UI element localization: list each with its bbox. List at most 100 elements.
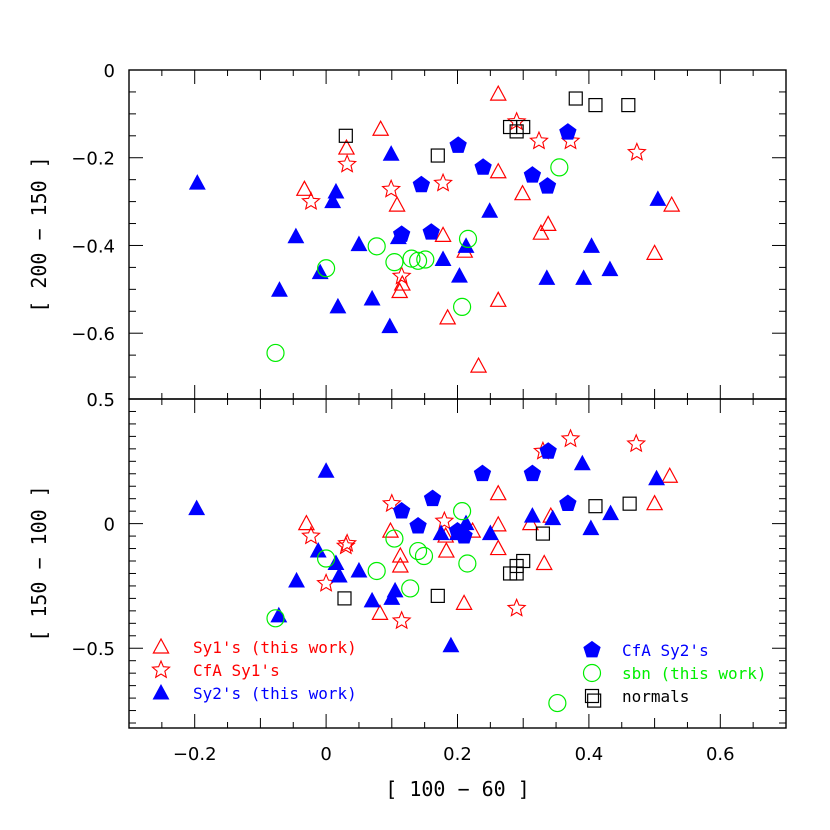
data-point — [452, 502, 472, 521]
data-point — [437, 541, 455, 558]
legend: Sy1's (this work) CfA Sy1's Sy2's (this wo… — [151, 637, 767, 706]
data-point — [560, 428, 581, 448]
data-point — [649, 190, 667, 206]
data-point — [371, 604, 389, 620]
legend-label: normals — [622, 687, 689, 706]
data-point — [455, 594, 473, 610]
y-tick-label: −0.5 — [71, 639, 115, 660]
data-point — [363, 289, 381, 306]
legend-label: CfA Sy1's — [193, 661, 280, 680]
legend-marker — [582, 663, 602, 683]
data-point — [575, 269, 593, 285]
data-point — [295, 180, 314, 196]
top-y-axis-title: [ 200 − 150 ] — [27, 156, 51, 313]
data-point — [381, 178, 402, 198]
data-point — [506, 597, 527, 617]
data-point — [188, 174, 206, 190]
y-tick-label: −0.2 — [71, 149, 115, 170]
legend-label: Sy2's (this work) — [193, 684, 357, 703]
data-point — [391, 282, 409, 299]
top-series-sbn-this-work — [266, 158, 569, 363]
data-point — [573, 454, 591, 471]
data-point — [489, 539, 507, 556]
data-point — [601, 260, 619, 277]
data-point — [538, 269, 556, 285]
data-point — [287, 227, 305, 244]
y-tick-label: 0.5 — [86, 390, 115, 411]
data-point — [481, 202, 499, 218]
legend-label: CfA Sy2's — [622, 641, 709, 660]
data-point — [442, 636, 460, 653]
data-point — [423, 489, 442, 507]
data-point — [385, 253, 404, 272]
data-point — [582, 519, 600, 536]
data-point — [452, 297, 472, 316]
top-panel: 0 −0.2 −0.4 −0.6 [ 200 − 150 ] — [27, 61, 787, 400]
data-point — [529, 130, 549, 150]
data-point — [449, 136, 467, 153]
legend-marker — [152, 637, 170, 654]
data-point — [271, 281, 288, 297]
data-point — [414, 546, 434, 566]
data-point — [539, 215, 557, 232]
data-point — [367, 237, 386, 256]
data-point — [317, 259, 336, 278]
x-tick-label: 0 — [320, 744, 331, 765]
legend-label: Sy1's (this work) — [193, 638, 357, 657]
data-point — [350, 235, 368, 252]
data-point — [330, 566, 348, 583]
data-point — [430, 588, 445, 604]
legend-entry-normals: normals — [584, 687, 689, 706]
data-point — [489, 84, 507, 101]
data-point — [316, 573, 337, 592]
data-point — [602, 504, 620, 521]
top-x-ticks — [161, 70, 754, 399]
data-point — [382, 145, 400, 161]
data-point — [430, 148, 445, 163]
legend-marker — [152, 683, 170, 700]
x-tick-label: 0.4 — [575, 744, 604, 765]
legend-entry-sbn-this-work: sbn (this work) — [582, 663, 767, 683]
data-point — [391, 610, 412, 630]
data-point — [337, 591, 352, 606]
data-point — [489, 162, 507, 179]
data-point — [621, 97, 636, 113]
top-plot-frame — [128, 69, 787, 400]
data-point — [391, 546, 409, 563]
data-point — [455, 526, 473, 544]
data-point — [538, 177, 557, 194]
data-point — [297, 514, 315, 531]
data-point — [324, 192, 342, 209]
data-point — [317, 549, 336, 568]
data-point — [337, 138, 356, 155]
data-point — [513, 184, 532, 201]
data-point — [381, 493, 402, 513]
top-series-sy1-s-this-work — [295, 84, 681, 373]
bottom-series-normals — [337, 496, 637, 708]
data-point — [523, 507, 541, 523]
data-point — [559, 494, 577, 512]
data-point — [434, 226, 452, 242]
data-point — [401, 579, 420, 598]
x-tick-label: 0.6 — [706, 744, 735, 765]
legend-entry-cfa-sy2-s: CfA Sy2's — [583, 640, 709, 660]
data-point — [457, 237, 475, 253]
top-series-cfa-sy2-s — [392, 123, 577, 242]
data-point — [381, 317, 399, 334]
legend-label: sbn (this work) — [622, 664, 767, 683]
data-point — [391, 265, 412, 285]
data-point — [539, 442, 557, 459]
data-point — [402, 249, 421, 268]
data-point — [489, 484, 507, 501]
top-y-ticks — [129, 69, 786, 400]
y-tick-label: −0.6 — [71, 324, 115, 345]
data-point — [588, 499, 603, 514]
data-point — [458, 554, 477, 573]
y-tick-label: 0 — [104, 515, 115, 536]
data-point — [311, 263, 329, 280]
data-point — [661, 467, 679, 483]
data-point — [626, 142, 647, 161]
data-point — [350, 561, 368, 578]
data-point — [363, 591, 381, 608]
data-point — [270, 606, 288, 623]
